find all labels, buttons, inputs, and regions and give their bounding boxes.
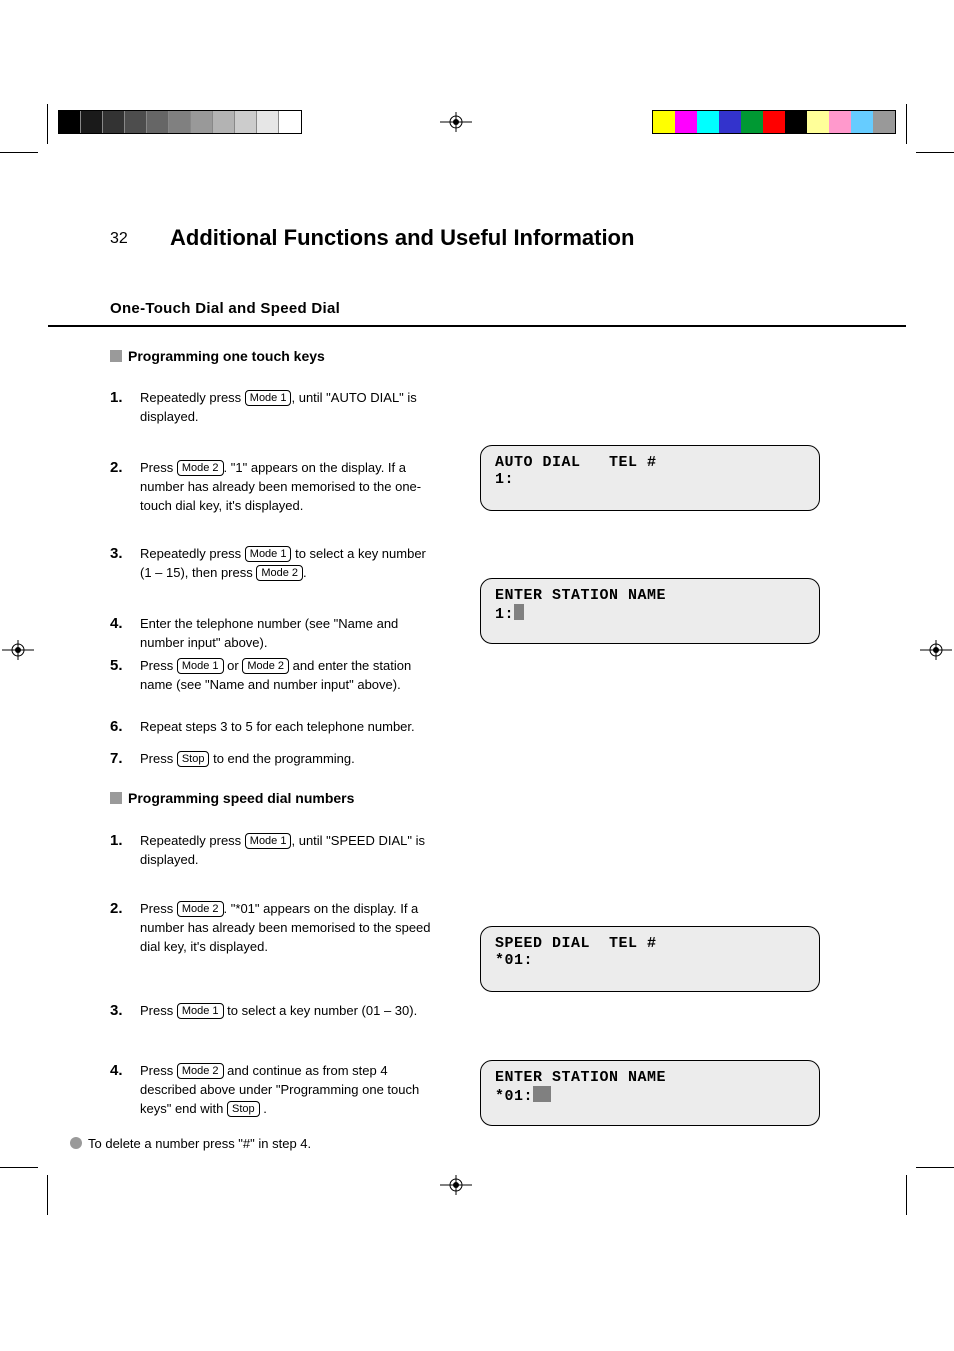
registration-mark-bottom	[440, 1175, 472, 1195]
color-swatch-strip	[652, 110, 896, 134]
keycap-mode2: Mode 2	[177, 901, 224, 917]
keycap-stop: Stop	[227, 1101, 260, 1117]
section-heading-speed-dial: Programming speed dial numbers	[110, 790, 354, 806]
step-number: 4.	[110, 615, 123, 632]
lcd-line: SPEED DIAL TEL #	[495, 935, 805, 952]
keycap-mode1: Mode 1	[177, 1003, 224, 1019]
crop-mark	[916, 152, 954, 153]
registration-mark-right	[920, 640, 952, 660]
grayscale-swatch	[191, 111, 213, 133]
step-number: 5.	[110, 657, 123, 674]
grayscale-swatch	[81, 111, 103, 133]
keycap-stop: Stop	[177, 751, 210, 767]
grayscale-swatch	[279, 111, 301, 133]
color-swatch	[653, 111, 675, 133]
color-swatch	[697, 111, 719, 133]
crop-mark	[47, 1175, 48, 1215]
step-text: Press Mode 2. "*01" appears on the displ…	[140, 900, 440, 957]
color-swatch	[829, 111, 851, 133]
grayscale-swatch	[125, 111, 147, 133]
step-text: Enter the telephone number (see "Name an…	[140, 615, 440, 653]
crop-mark	[0, 152, 38, 153]
lcd-line: *01:	[495, 952, 805, 969]
registration-mark-left	[2, 640, 34, 660]
grayscale-swatch	[169, 111, 191, 133]
keycap-mode2: Mode 2	[177, 1063, 224, 1079]
grayscale-swatch	[213, 111, 235, 133]
step-text: Press Mode 1 to select a key number (01 …	[140, 1002, 440, 1021]
grayscale-swatch-strip	[58, 110, 302, 134]
crop-mark	[906, 104, 907, 144]
grayscale-swatch	[147, 111, 169, 133]
lcd-display: ENTER STATION NAME *01:	[480, 1060, 820, 1126]
step-number: 1.	[110, 832, 123, 849]
step-text: Press Mode 1 or Mode 2 and enter the sta…	[140, 657, 440, 695]
color-swatch	[719, 111, 741, 133]
keycap-mode2: Mode 2	[242, 658, 289, 674]
crop-mark	[916, 1167, 954, 1168]
crop-mark	[0, 1167, 38, 1168]
crop-mark	[906, 1175, 907, 1215]
keycap-mode2: Mode 2	[256, 565, 303, 581]
lcd-line: 1:	[495, 604, 805, 623]
section1-heading-text: Programming one touch keys	[128, 348, 325, 364]
color-swatch	[873, 111, 895, 133]
color-swatch	[763, 111, 785, 133]
registration-mark-top	[440, 112, 472, 132]
step-text: Repeat steps 3 to 5 for each telephone n…	[140, 718, 440, 737]
step-text: Press Mode 2 and continue as from step 4…	[140, 1062, 440, 1119]
section-heading-one-touch: Programming one touch keys	[110, 348, 325, 364]
color-swatch	[807, 111, 829, 133]
lcd-display: ENTER STATION NAME 1:	[480, 578, 820, 644]
step-number: 4.	[110, 1062, 123, 1079]
grayscale-swatch	[59, 111, 81, 133]
lcd-line: 1:	[495, 471, 805, 488]
step-number: 3.	[110, 1002, 123, 1019]
note-text: To delete a number press "#" in step 4.	[70, 1135, 450, 1154]
square-bullet-icon	[110, 350, 122, 362]
circle-bullet-icon	[70, 1137, 82, 1149]
chapter-title: Additional Functions and Useful Informat…	[170, 225, 634, 251]
section2-heading-text: Programming speed dial numbers	[128, 790, 354, 806]
lcd-line: ENTER STATION NAME	[495, 1069, 805, 1086]
step-text: Repeatedly press Mode 1 to select a key …	[140, 545, 440, 583]
square-bullet-icon	[110, 792, 122, 804]
lcd-line: *01:	[495, 1086, 805, 1105]
color-swatch	[785, 111, 807, 133]
keycap-mode2: Mode 2	[177, 460, 224, 476]
step-number: 7.	[110, 750, 123, 767]
section-subtitle: One-Touch Dial and Speed Dial	[110, 300, 340, 317]
step-number: 2.	[110, 900, 123, 917]
step-text: Repeatedly press Mode 1, until "AUTO DIA…	[140, 389, 430, 427]
step-text: Repeatedly press Mode 1, until "SPEED DI…	[140, 832, 440, 870]
step-number: 6.	[110, 718, 123, 735]
color-swatch	[741, 111, 763, 133]
color-swatch	[675, 111, 697, 133]
lcd-cursor	[533, 1086, 551, 1102]
divider-line	[48, 325, 906, 327]
color-swatch	[851, 111, 873, 133]
keycap-mode1: Mode 1	[245, 833, 292, 849]
lcd-display: SPEED DIAL TEL # *01:	[480, 926, 820, 992]
keycap-mode1: Mode 1	[245, 390, 292, 406]
lcd-line: ENTER STATION NAME	[495, 587, 805, 604]
page-number: 32	[110, 230, 128, 248]
lcd-cursor	[514, 604, 524, 620]
grayscale-swatch	[103, 111, 125, 133]
crop-mark	[47, 104, 48, 144]
keycap-mode1: Mode 1	[245, 546, 292, 562]
step-number: 3.	[110, 545, 123, 562]
keycap-mode1: Mode 1	[177, 658, 224, 674]
grayscale-swatch	[235, 111, 257, 133]
grayscale-swatch	[257, 111, 279, 133]
step-number: 2.	[110, 459, 123, 476]
lcd-display: AUTO DIAL TEL # 1:	[480, 445, 820, 511]
lcd-line: AUTO DIAL TEL #	[495, 454, 805, 471]
step-number: 1.	[110, 389, 123, 406]
step-text: Press Mode 2. "1" appears on the display…	[140, 459, 430, 516]
step-text: Press Stop to end the programming.	[140, 750, 440, 769]
